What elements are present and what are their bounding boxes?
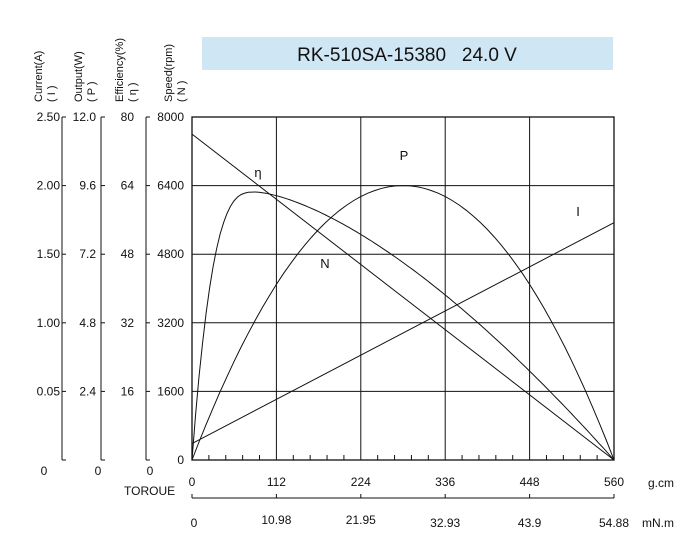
curve-n: [191, 133, 615, 461]
axes-layer: [61, 116, 615, 499]
current-tick-label: 2.00: [37, 179, 61, 193]
speed-tick-label: 3200: [157, 316, 184, 330]
torque-gcm-tick-label: 0: [189, 475, 196, 489]
output-tick-label: 4.8: [79, 316, 96, 330]
plot-frame: [191, 116, 615, 461]
output-tick-label: 2.4: [79, 384, 96, 398]
speed-tick-label: 4800: [157, 247, 184, 261]
efficiency-tick-label: 32: [121, 316, 135, 330]
current-axis-label: Current(A): [33, 51, 45, 102]
torque-mnm-tick-label: 10.98: [261, 513, 291, 527]
curve-p: [191, 185, 615, 461]
efficiency-tick-label: 80: [121, 110, 135, 124]
torque-gcm-tick-label: 560: [604, 475, 624, 489]
speed-tick-label: 0: [177, 453, 184, 467]
torque-mnm-unit: mN.m: [642, 516, 674, 530]
torque-axis-label: TOROUE: [124, 484, 175, 498]
series-label-i: I: [576, 204, 580, 219]
speed-tick-label: 8000: [157, 110, 184, 124]
speed-tick-label: 1600: [157, 384, 184, 398]
series-label-n: N: [320, 256, 329, 271]
output-axis-label: Output(W): [73, 51, 85, 102]
output-tick-label: 9.6: [79, 179, 96, 193]
torque-mnm-tick-label: 0: [191, 516, 198, 530]
current-tick-label: 1.00: [37, 316, 61, 330]
torque-gcm-tick-label: 448: [520, 475, 540, 489]
torque-mnm-tick-label: 43.9: [518, 516, 542, 530]
series-label-efficiency: η: [254, 165, 261, 180]
output-tick-label: 7.2: [79, 247, 96, 261]
title-bar: [202, 37, 613, 70]
current-tick-label: 0: [41, 464, 48, 478]
output-axis-symbol: ( P ): [86, 81, 98, 102]
axis-titles: Current(A) ( I ) Output(W) ( P ) Efficie…: [33, 38, 188, 102]
torque-mnm-tick-label: 54.88: [599, 516, 629, 530]
series-label-p: P: [400, 148, 409, 163]
torque-gcm-tick-label: 224: [351, 475, 371, 489]
current-tick-label: 2.50: [37, 110, 61, 124]
curve-layer: [191, 133, 615, 461]
torque-mnm-tick-label: 32.93: [430, 516, 460, 530]
efficiency-tick-label: 48: [121, 247, 135, 261]
efficiency-tick-label: 0: [147, 464, 154, 478]
current-tick-label: 0.05: [37, 384, 61, 398]
efficiency-axis-label: Efficiency(%): [114, 38, 126, 102]
output-tick-label: 12.0: [73, 110, 97, 124]
speed-tick-label: 6400: [157, 179, 184, 193]
torque-mnm-tick-label: 21.95: [346, 513, 376, 527]
chart-title: RK-510SA-15380 24.0 V: [297, 45, 517, 66]
speed-axis-label: Speed(rpm): [163, 44, 175, 102]
efficiency-tick-label: 64: [121, 179, 135, 193]
speed-axis-symbol: ( N ): [176, 81, 188, 102]
output-tick-label: 0: [95, 464, 102, 478]
torque-gcm-tick-label: 112: [267, 475, 286, 489]
label-layer: 2.50 2.00 1.50 1.00 0.05 0 12.0 9.6 7.2 4.8 2.4 0 80…: [37, 110, 674, 530]
curve-i: [191, 222, 615, 444]
curve-efficiency: [191, 191, 615, 461]
efficiency-tick-label: 16: [121, 384, 135, 398]
torque-gcm-unit: g.cm: [648, 476, 674, 490]
efficiency-axis-symbol: ( η ): [127, 82, 139, 102]
torque-gcm-tick-label: 336: [435, 475, 455, 489]
current-tick-label: 1.50: [37, 247, 61, 261]
current-axis-symbol: ( I ): [46, 86, 58, 103]
